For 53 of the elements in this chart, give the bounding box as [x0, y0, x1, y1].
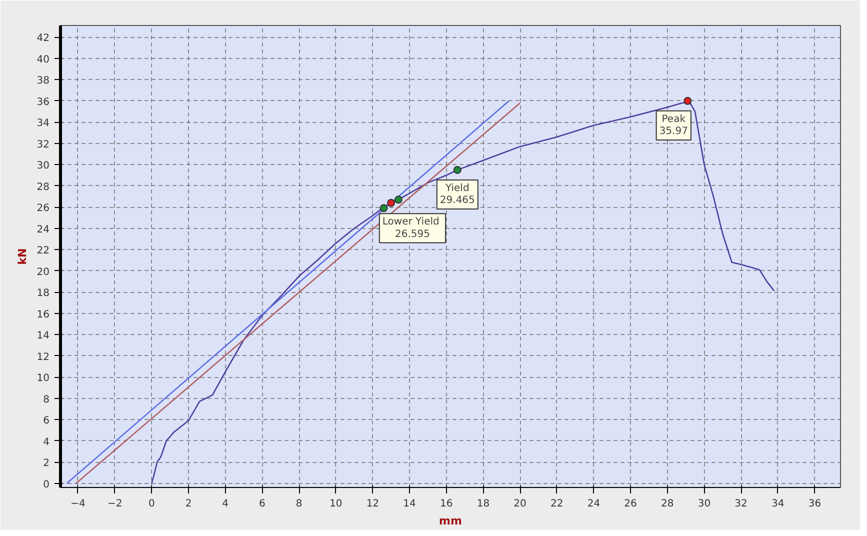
x-tick-label: −2: [107, 498, 122, 510]
annotation: Yield 29.465: [440, 182, 475, 206]
y-tick-label: 16: [36, 309, 50, 320]
x-tick-label: 10: [329, 498, 342, 510]
x-tick-label: 12: [366, 498, 380, 510]
y-tick-label: 38: [36, 76, 50, 87]
y-tick-label: 4: [43, 436, 50, 448]
y-tick-label: 20: [36, 266, 50, 278]
y-tick-label: 24: [36, 224, 50, 236]
y-tick-label: 10: [36, 373, 50, 384]
x-tick-label: 32: [734, 498, 748, 510]
y-tick-label: 22: [36, 246, 50, 257]
x-tick-label: 6: [258, 498, 266, 510]
y-tick-label: 26: [36, 203, 50, 214]
y-tick-label: 42: [36, 33, 50, 44]
y-tick-label: 6: [43, 416, 50, 427]
x-tick-label: 4: [222, 498, 229, 510]
x-tick-label: 0: [148, 498, 155, 510]
y-tick-label: 18: [36, 288, 50, 300]
y-tick-label: 32: [36, 139, 50, 150]
point: [453, 166, 462, 174]
y-tick-label: 36: [36, 96, 50, 108]
annotation: Peak 35.97: [659, 114, 688, 138]
point: [380, 204, 388, 212]
y-tick-label: 34: [36, 118, 50, 130]
x-tick-label: −4: [70, 498, 86, 510]
y-tick-label: 8: [43, 394, 50, 406]
x-tick-label: 14: [403, 498, 416, 510]
point: [684, 96, 692, 105]
y-tick-label: 30: [36, 160, 50, 172]
annotation: Lower Yield 26.595: [382, 216, 440, 240]
point: [394, 196, 402, 204]
x-tick-label: 2: [185, 498, 192, 510]
y-tick-label: 40: [36, 54, 50, 66]
x-axis-title: mm: [439, 514, 462, 528]
y-tick-label: 14: [36, 330, 50, 342]
x-tick-label: 8: [296, 498, 302, 510]
x-tick-label: 26: [624, 498, 637, 510]
y-axis-title: kN: [16, 248, 29, 265]
x-tick-label: 28: [661, 498, 674, 510]
y-tick-label: 12: [36, 352, 50, 363]
point: [387, 198, 396, 207]
x-tick-label: 18: [476, 498, 490, 510]
x-tick-label: 24: [587, 498, 600, 510]
y-tick-label: 0: [43, 479, 50, 490]
x-tick-label: 30: [698, 498, 711, 510]
x-tick-label: 34: [772, 498, 784, 510]
y-tick-label: 28: [36, 182, 50, 193]
y-tick-label: 2: [43, 458, 50, 470]
x-tick-label: 22: [550, 498, 564, 510]
x-tick-label: 20: [514, 498, 526, 510]
x-tick-label: 16: [440, 498, 453, 510]
x-tick-label: 36: [808, 498, 822, 510]
